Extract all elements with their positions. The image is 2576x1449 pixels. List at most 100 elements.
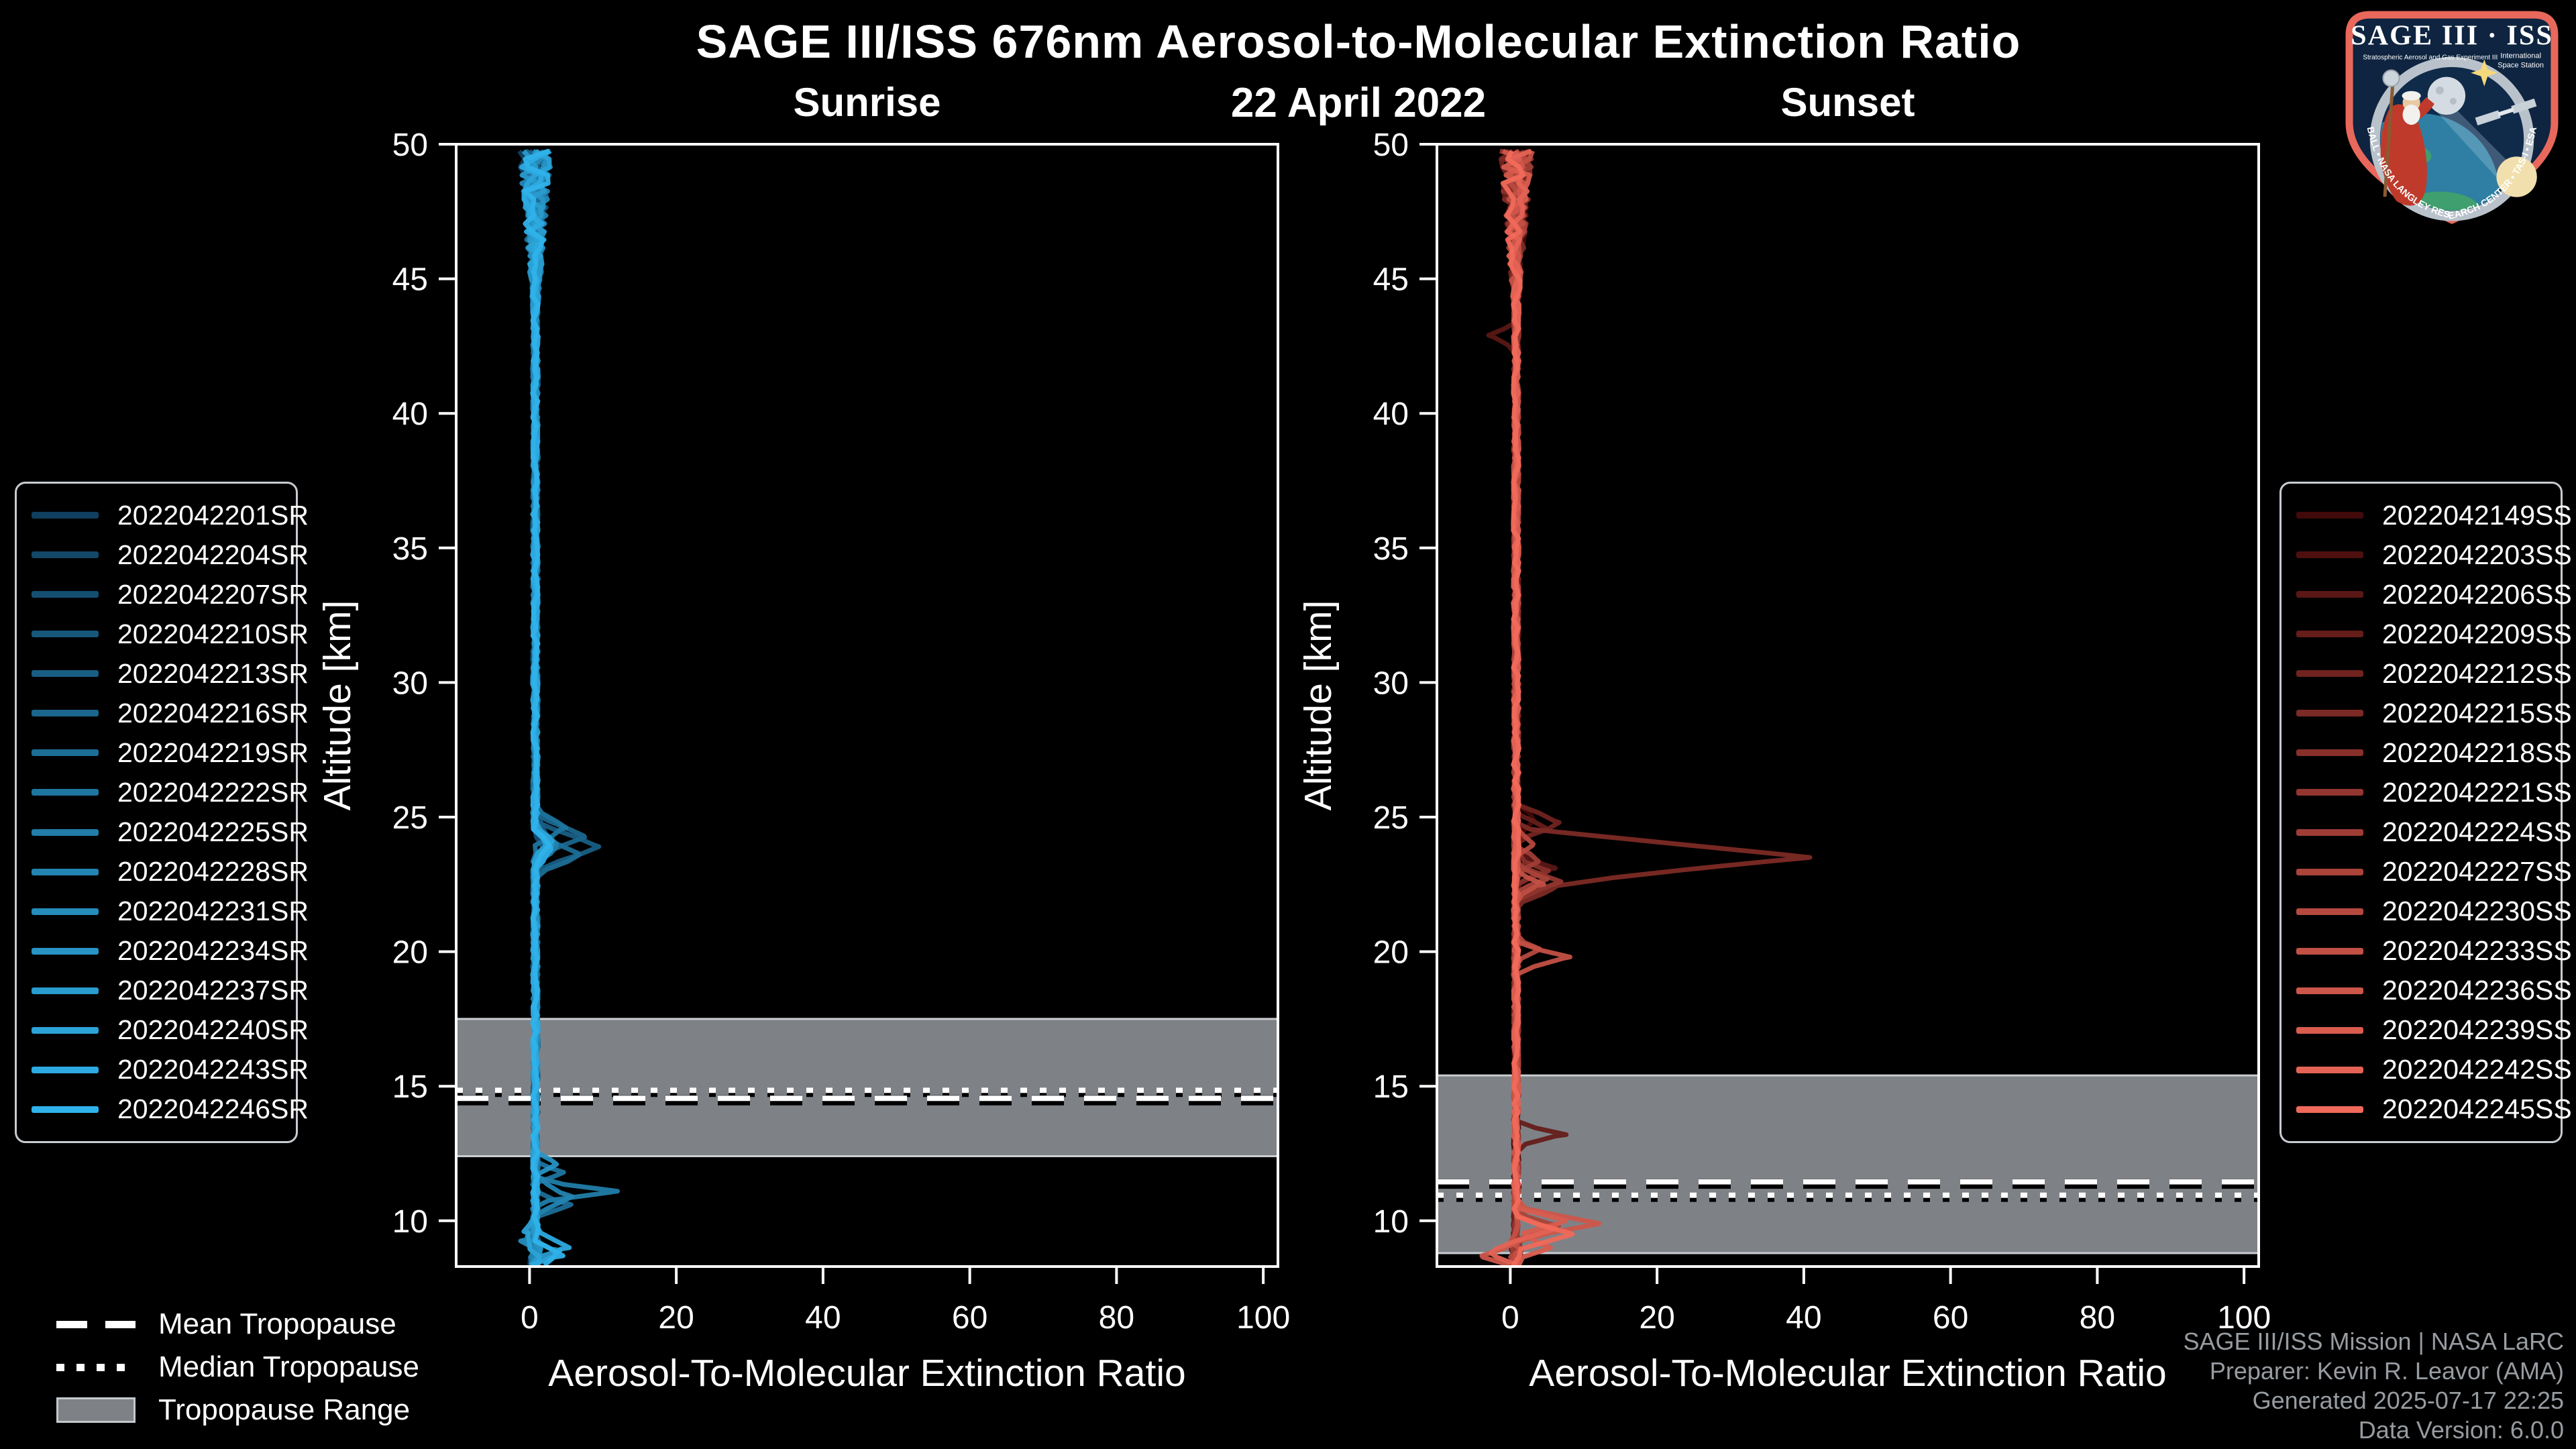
tropopause-legend: Mean Tropopause Median Tropopause Tropop… [56,1303,419,1432]
y-tick-label: 25 [1373,800,1409,836]
y-tick-label: 30 [1373,665,1409,701]
y-tick-label: 20 [392,935,428,971]
legend-item: 2022042219SR [32,735,309,771]
axes-frame [1436,143,2260,1268]
tropopause-range-band [456,1018,1278,1157]
legend-item: 2022042212SS [2296,655,2572,692]
y-axis-label: Altitude [km] [316,600,359,811]
x-tick-label: 40 [1786,1300,1821,1336]
event-id-label: 2022042216SR [117,697,309,729]
x-tick-label: 60 [1933,1300,1968,1336]
event-id-label: 2022042221SS [2382,776,2572,808]
event-id-label: 2022042201SR [117,499,309,531]
legend-item: 2022042207SR [32,576,309,612]
y-tick-label: 30 [392,665,428,701]
line-swatch-icon [2296,947,2363,955]
line-swatch-icon [2296,868,2363,875]
event-id-label: 2022042243SR [117,1054,309,1085]
y-tick-label: 10 [1373,1204,1409,1240]
legend-item: 2022042230SS [2296,894,2572,930]
legend-item-median-tropopause: Median Tropopause [56,1346,419,1389]
dotted-line-icon [56,1363,136,1371]
line-swatch-icon [32,987,99,994]
line-swatch-icon [32,1026,99,1034]
event-id-label: 2022042212SS [2382,657,2572,689]
event-id-label: 2022042228SR [117,856,309,888]
legend-item: 2022042246SR [32,1091,309,1128]
event-id-label: 2022042207SR [117,578,309,610]
legend-item-tropopause-range: Tropopause Range [56,1389,419,1432]
moon-icon [2427,76,2466,115]
legend-item: 2022042245SS [2296,1091,2572,1128]
legend-item: 2022042213SR [32,655,309,692]
footer-line-preparer: Preparer: Kevin R. Leavor (AMA) [2209,1357,2564,1385]
panel-title-sunrise: Sunrise [793,80,941,125]
line-swatch-icon [2296,551,2363,559]
line-swatch-icon [2296,512,2363,519]
legend-item: 2022042236SS [2296,973,2572,1009]
y-tick-label: 15 [392,1069,428,1105]
event-id-label: 2022042203SS [2382,539,2572,570]
footer-line-mission: SAGE III/ISS Mission | NASA LaRC [2183,1328,2564,1355]
event-id-label: 2022042222SR [117,776,309,808]
line-swatch-icon [32,947,99,955]
x-tick-label: 40 [805,1300,841,1336]
x-tick-label: 100 [1236,1300,1290,1336]
line-swatch-icon [2296,631,2363,638]
observation-beam [2434,98,2521,186]
line-swatch-icon [32,828,99,836]
footer-line-version: Data Version: 6.0.0 [2358,1416,2564,1444]
y-tick-label: 45 [1373,262,1409,298]
event-id-label: 2022042236SS [2382,975,2572,1006]
x-axis-label: Aerosol-To-Molecular Extinction Ratio [1529,1352,2166,1395]
sunset-panel: 0 20 40 60 80 100 10 15 20 25 30 35 40 45 50 Aerosol-To… [1297,127,2271,1395]
x-tick-label: 20 [1639,1300,1674,1336]
x-tick-label: 80 [1099,1300,1134,1336]
footer-line-generated: Generated 2025-07-17 22:25 [2252,1387,2564,1414]
event-id-label: 2022042234SR [117,935,309,967]
y-tick-label: 50 [1373,127,1409,163]
x-tick-label: 20 [658,1300,694,1336]
legend-item: 2022042221SS [2296,774,2572,810]
line-swatch-icon [32,512,99,519]
legend-item: 2022042224SS [2296,814,2572,851]
tropopause-range-band [1437,1075,2259,1253]
line-swatch-icon [2296,670,2363,678]
logo-subtitle-left: Stratospheric Aerosol and Gas Experiment… [2363,54,2498,61]
line-swatch-icon [32,551,99,559]
event-id-label: 2022042213SR [117,657,309,689]
legend-item: 2022042149SS [2296,497,2572,533]
legend-item: 2022042237SR [32,973,309,1009]
legend-label: Tropopause Range [158,1393,411,1426]
logo-subtitle-right-1: International [2500,52,2541,60]
line-swatch-icon [2296,591,2363,598]
x-tick-label: 0 [1501,1300,1519,1336]
x-tick-label: 100 [2217,1300,2271,1336]
line-swatch-icon [2296,987,2363,994]
profile-2022042246SR [523,148,566,1267]
legend-item: 2022042222SR [32,774,309,810]
event-id-label: 2022042204SR [117,539,309,570]
event-id-label: 2022042230SS [2382,896,2572,927]
line-swatch-icon [2296,749,2363,757]
event-id-label: 2022042224SS [2382,816,2572,847]
event-id-label: 2022042225SR [117,816,309,847]
axes-frame [455,143,1279,1268]
line-swatch-icon [32,868,99,875]
event-id-label: 2022042239SS [2382,1014,2572,1046]
legend-item: 2022042234SR [32,933,309,969]
x-tick-label: 0 [521,1300,539,1336]
event-id-label: 2022042231SR [117,896,309,927]
moon-crater [2435,86,2444,95]
line-swatch-icon [32,670,99,678]
y-tick-label: 45 [392,262,428,298]
band-swatch-icon [56,1397,136,1423]
legend-label: Median Tropopause [158,1350,419,1383]
legend-item: 2022042203SS [2296,537,2572,573]
legend-item: 2022042209SS [2296,616,2572,652]
dashed-line-icon [56,1320,136,1328]
line-swatch-icon [32,710,99,717]
line-swatch-icon [32,789,99,796]
